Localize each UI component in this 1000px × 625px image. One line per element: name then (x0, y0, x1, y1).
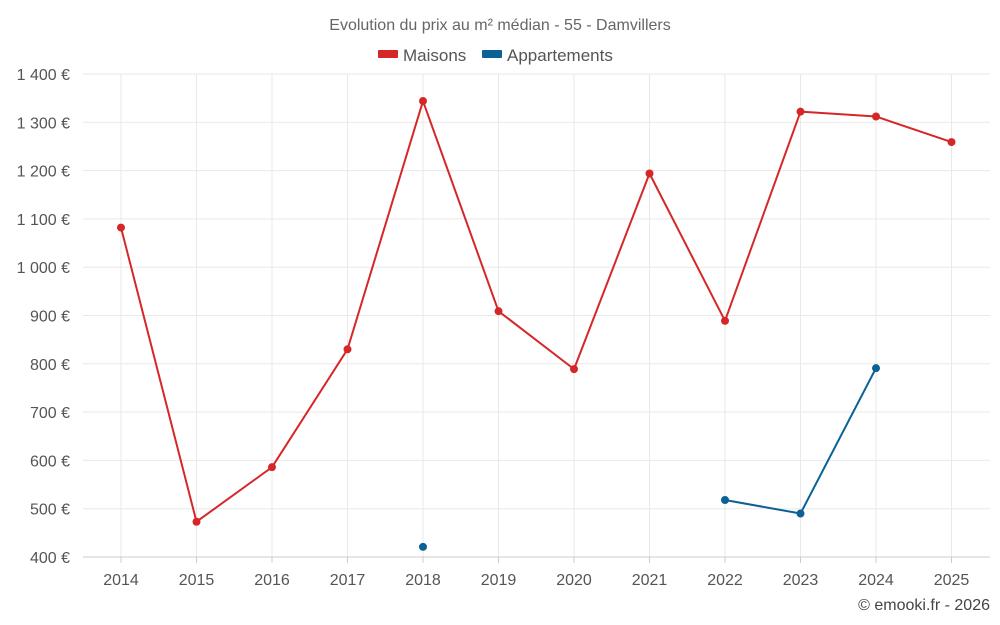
x-tick-label: 2014 (103, 572, 139, 589)
y-tick-label: 600 € (30, 453, 70, 470)
data-point-maisons[interactable] (419, 97, 427, 106)
y-tick-label: 1 000 € (17, 260, 70, 277)
data-point-appartements[interactable] (419, 542, 427, 551)
x-tick-label: 2017 (330, 572, 366, 589)
y-tick-label: 1 400 € (17, 67, 70, 84)
series-appartements (419, 364, 880, 551)
x-axis-ticks: 2014 2015 2016 2017 2018 2019 2020 2021 2022 2023… (103, 557, 969, 589)
x-tick-label: 2024 (858, 572, 894, 589)
x-tick-label: 2023 (783, 572, 819, 589)
y-tick-label: 1 300 € (17, 115, 70, 132)
legend-label-maisons: Maisons (403, 46, 466, 65)
legend-swatch-appartements (482, 50, 502, 58)
x-tick-label: 2018 (405, 572, 441, 589)
x-tick-label: 2021 (632, 572, 668, 589)
y-tick-label: 1 100 € (17, 212, 70, 229)
y-tick-label: 500 € (30, 502, 70, 519)
legend-label-appartements: Appartements (507, 46, 613, 65)
data-point-maisons[interactable] (494, 307, 503, 316)
y-tick-label: 700 € (30, 405, 70, 422)
legend: Maisons Appartements (378, 46, 613, 65)
y-tick-label: 900 € (30, 309, 70, 326)
legend-item-maisons[interactable]: Maisons (378, 46, 466, 65)
y-axis-ticks: 400 € 500 € 600 € 700 € 800 € 900 € 1 000 € 1 1… (17, 67, 70, 567)
y-tick-label: 400 € (30, 550, 70, 567)
x-tick-label: 2020 (556, 572, 592, 589)
x-tick-label: 2022 (707, 572, 743, 589)
credit-text: © emooki.fr - 2026 (858, 597, 990, 614)
y-tick-label: 800 € (30, 357, 70, 374)
data-point-maisons[interactable] (796, 107, 805, 116)
x-gridlines (120, 74, 952, 557)
data-point-maisons[interactable] (570, 365, 578, 374)
data-point-maisons[interactable] (947, 138, 956, 147)
data-point-maisons[interactable] (268, 463, 276, 472)
data-point-maisons[interactable] (721, 316, 729, 325)
data-point-appartements[interactable] (796, 509, 805, 518)
x-tick-label: 2019 (481, 572, 517, 589)
data-point-maisons[interactable] (872, 112, 880, 121)
data-point-maisons[interactable] (343, 345, 352, 354)
y-gridlines (83, 73, 990, 510)
legend-item-appartements[interactable]: Appartements (482, 46, 613, 65)
data-point-maisons[interactable] (192, 517, 201, 526)
series-group (117, 97, 956, 551)
series-maisons (117, 97, 956, 526)
series-line-maisons (120, 100, 952, 523)
x-tick-label: 2015 (179, 572, 215, 589)
x-tick-label: 2016 (254, 572, 290, 589)
chart-title: Evolution du prix au m² médian - 55 - Da… (329, 17, 670, 34)
y-tick-label: 1 200 € (17, 164, 70, 181)
legend-swatch-maisons (378, 50, 398, 58)
data-point-maisons[interactable] (117, 223, 125, 232)
x-tick-label: 2025 (934, 572, 970, 589)
data-point-maisons[interactable] (645, 169, 654, 178)
data-point-appartements[interactable] (872, 364, 880, 373)
data-point-appartements[interactable] (721, 496, 729, 505)
